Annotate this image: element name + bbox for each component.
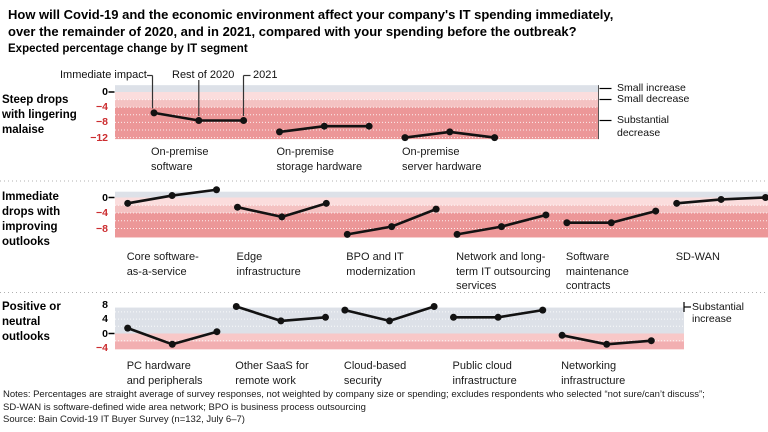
tick-label: 8 xyxy=(102,298,108,311)
tick-label: −12 xyxy=(90,131,108,144)
category-label: Networking infrastructure xyxy=(561,360,626,387)
legend-2021: 2021 xyxy=(253,69,278,81)
category-label: On-premise software xyxy=(151,146,209,173)
category-label: On-premise server hardware xyxy=(402,146,482,173)
category-label: Core software- as-a-service xyxy=(126,251,199,278)
category-label: Cloud-based security xyxy=(343,360,407,387)
category-label: Other SaaS for remote work xyxy=(235,360,309,387)
tick-label: −4 xyxy=(96,207,108,220)
category-label: Edge infrastructure xyxy=(236,251,301,278)
band-label: Small decrease xyxy=(617,93,690,106)
category-label: Public cloud infrastructure xyxy=(452,360,517,387)
tick-label: 0 xyxy=(102,86,108,98)
tick-label: −8 xyxy=(96,116,108,129)
band-label: Small increase xyxy=(617,82,686,95)
chart-subtitle: Expected percentage change by IT segment xyxy=(8,43,248,55)
tick-label: 0 xyxy=(102,327,108,340)
band-label: Substantial decrease xyxy=(617,114,669,139)
tick-label: 0 xyxy=(102,191,108,204)
band-label: Substantial increase xyxy=(692,300,744,326)
page-title: How will Covid-19 and the economic envir… xyxy=(8,7,614,39)
category-label: Software maintenance contracts xyxy=(565,251,629,292)
tick-label: −4 xyxy=(96,341,108,354)
category-label: On-premise storage hardware xyxy=(276,146,363,173)
group-label-positive-neutral: Positive or neutral outlooks xyxy=(2,301,61,343)
tick-label: −8 xyxy=(96,222,108,235)
category-label: Network and long- term IT outsourcing se… xyxy=(456,251,551,292)
notes-text: Notes: Percentages are straight average … xyxy=(3,389,705,413)
category-label: SD-WAN xyxy=(675,251,720,263)
category-label: PC hardware and peripherals xyxy=(126,360,203,387)
group-label-steep-drops: Steep drops with lingering malaise xyxy=(2,94,77,136)
source-text: Source: Bain Covid-19 IT Buyer Survey (n… xyxy=(3,414,245,425)
tick-label: 4 xyxy=(102,313,108,326)
category-label: BPO and IT modernization xyxy=(346,251,416,278)
legend-rest-of-2020: Rest of 2020 xyxy=(172,69,235,81)
tick-label: −4 xyxy=(96,101,108,114)
legend-immediate-impact: Immediate impact xyxy=(60,69,147,81)
group-label-immediate-drops: Immediate drops with improving outlooks xyxy=(2,191,61,248)
